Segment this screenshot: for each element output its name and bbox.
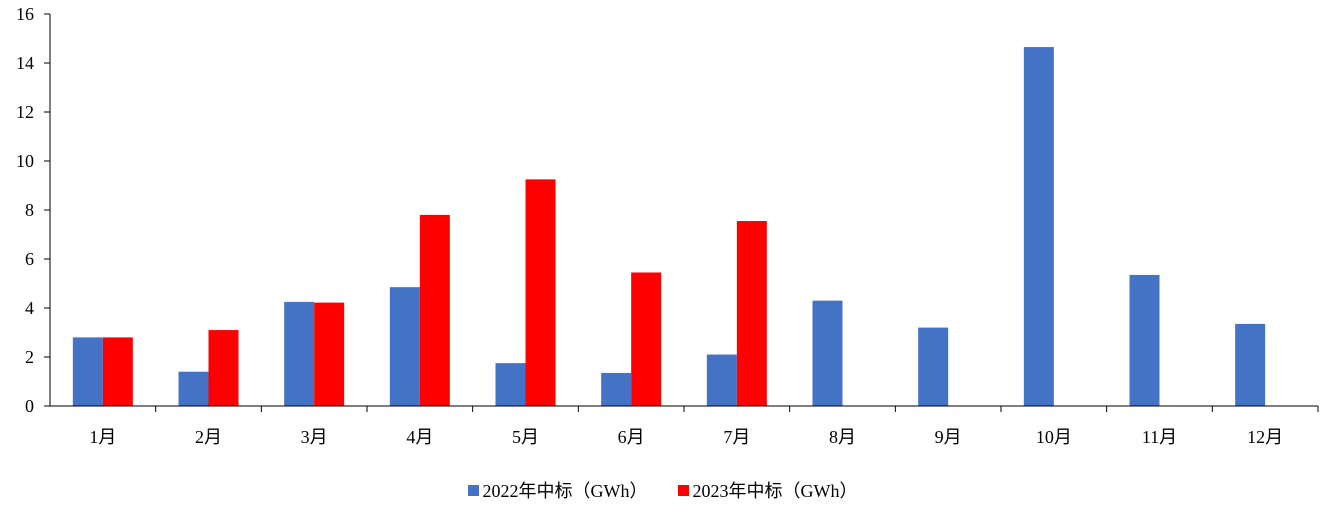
x-axis-labels: 1月 2月 3月 4月 5月 6月 7月 8月 9月 10月 11月 12月 — [89, 427, 1283, 447]
y-tick-label: 4 — [25, 298, 34, 318]
x-tick-label: 1月 — [89, 427, 116, 447]
axes — [44, 13, 1319, 412]
bar-series-2022 — [1235, 323, 1266, 406]
x-tick-label: 10月 — [1036, 427, 1072, 447]
x-tick-label: 3月 — [301, 427, 328, 447]
bar-series-2023 — [631, 272, 662, 406]
bar-series-2022 — [1129, 274, 1160, 406]
bar-series-2022 — [178, 371, 209, 406]
legend-item-2023: 2023年中标（GWh） — [677, 477, 858, 503]
y-tick-label: 14 — [16, 53, 34, 73]
x-tick-label: 8月 — [829, 427, 856, 447]
bar-series-2023 — [736, 221, 767, 406]
bar-series-2022 — [72, 337, 103, 406]
bar-series-2022 — [284, 301, 315, 406]
bar-series-2023 — [525, 179, 556, 406]
bar-series-2023 — [314, 302, 345, 406]
bar-series-2022 — [918, 327, 949, 406]
y-tick-label: 16 — [16, 4, 34, 24]
legend-swatch-2023 — [677, 484, 689, 496]
y-tick-label: 8 — [25, 200, 34, 220]
legend-item-2022: 2022年中标（GWh） — [467, 477, 648, 503]
bar-series-2023 — [208, 330, 239, 406]
legend-label-2023: 2023年中标（GWh） — [692, 481, 858, 501]
bar-chart-svg: 0 2 4 6 8 10 12 14 16 1月 2月 3月 4月 5月 6月 7月 8月 9月 10月 11月 12… — [16, 4, 1319, 447]
x-tick-label: 12月 — [1247, 427, 1283, 447]
x-tick-label: 11月 — [1142, 427, 1177, 447]
bar-series-2023 — [102, 337, 133, 406]
bar-series-2022 — [706, 354, 737, 406]
bar-series-2022 — [812, 300, 843, 406]
bar-series-2023 — [419, 214, 450, 406]
legend-label-2022: 2022年中标（GWh） — [482, 481, 648, 501]
bars — [72, 47, 1266, 406]
y-tick-label: 10 — [16, 151, 34, 171]
legend: 2022年中标（GWh） 2023年中标（GWh） — [0, 478, 1325, 502]
y-tick-label: 12 — [16, 102, 34, 122]
x-tick-label: 4月 — [406, 427, 433, 447]
bar-series-2022 — [1023, 47, 1054, 406]
bar-series-2022 — [495, 363, 526, 406]
legend-swatch-2022 — [467, 484, 479, 496]
y-tick-label: 6 — [25, 249, 34, 269]
bar-series-2022 — [389, 287, 420, 406]
x-tick-label: 7月 — [723, 427, 750, 447]
bar-series-2022 — [601, 372, 632, 406]
x-tick-label: 6月 — [618, 427, 645, 447]
x-tick-label: 2月 — [195, 427, 222, 447]
x-tick-label: 9月 — [935, 427, 962, 447]
y-tick-label: 2 — [25, 347, 34, 367]
y-tick-label: 0 — [25, 396, 34, 416]
y-axis-ticks: 0 2 4 6 8 10 12 14 16 — [16, 4, 34, 416]
x-tick-label: 5月 — [512, 427, 539, 447]
